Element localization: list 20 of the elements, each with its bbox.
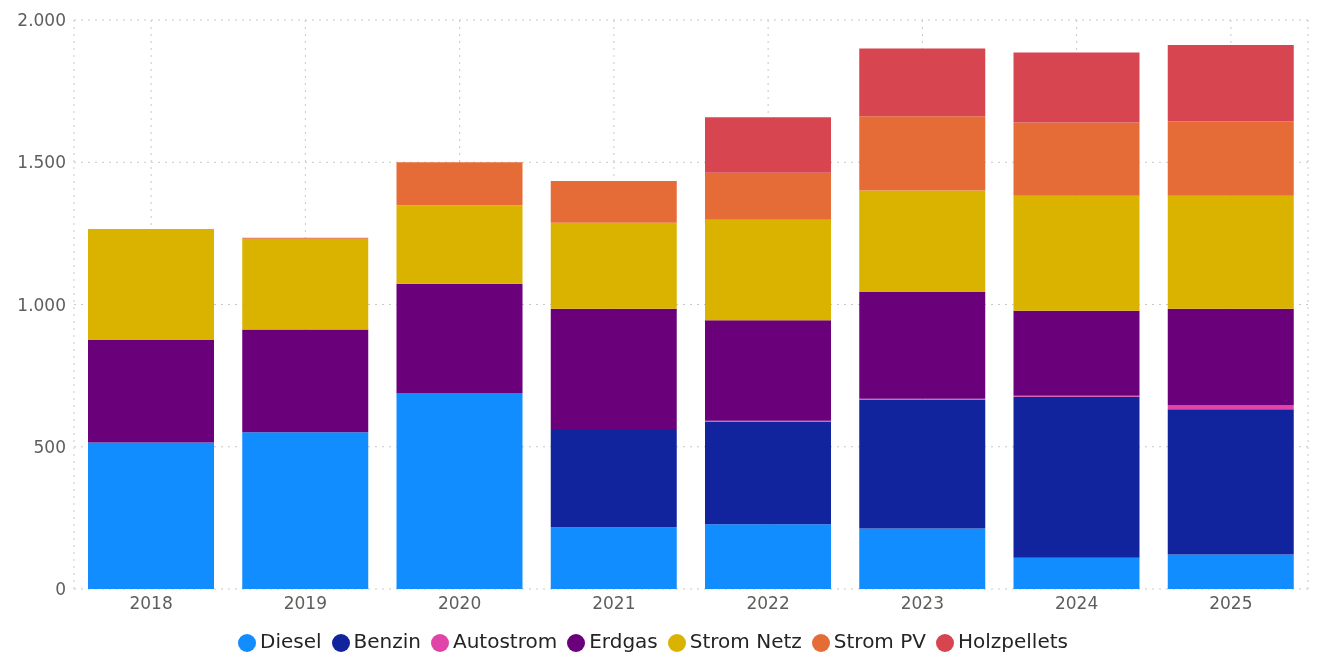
y-tick-label: 500 xyxy=(33,436,66,457)
x-tick-label: 2021 xyxy=(592,593,636,614)
legend-label: Benzin xyxy=(353,629,422,653)
legend-label: Diesel xyxy=(260,629,322,653)
x-tick-label: 2025 xyxy=(1209,593,1253,614)
x-tick-label: 2020 xyxy=(437,593,482,614)
legend-label: Strom PV xyxy=(833,629,926,653)
x-tick-label: 2023 xyxy=(900,593,945,614)
legend-label: Strom Netz xyxy=(689,629,802,653)
legend-label: Autostrom xyxy=(453,629,558,653)
legend-label: Erdgas xyxy=(589,629,658,653)
y-tick-label: 0 xyxy=(55,579,66,600)
y-tick-label: 2.000 xyxy=(17,10,66,31)
y-tick-label: 1.000 xyxy=(17,294,66,315)
legend-label: Holzpellets xyxy=(957,629,1068,653)
x-tick-label: 2018 xyxy=(129,593,173,614)
x-tick-label: 2019 xyxy=(283,593,328,614)
x-tick-label: 2024 xyxy=(1054,593,1099,614)
y-tick-label: 1.500 xyxy=(17,152,66,173)
x-tick-label: 2022 xyxy=(746,593,790,614)
